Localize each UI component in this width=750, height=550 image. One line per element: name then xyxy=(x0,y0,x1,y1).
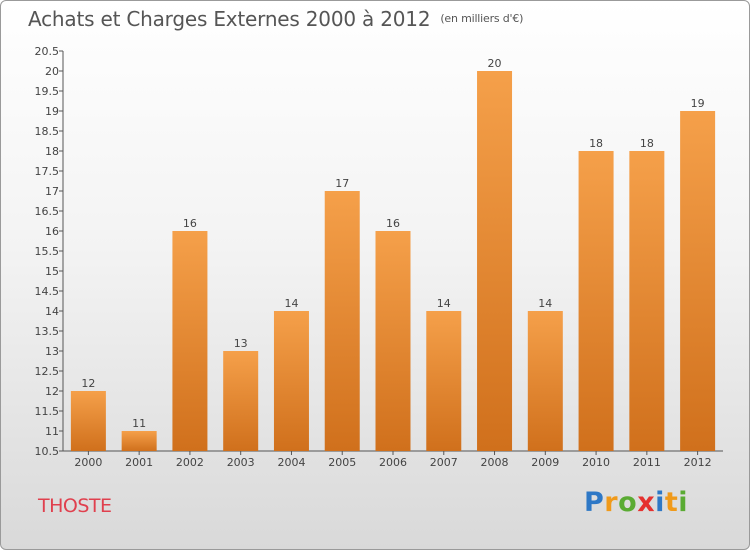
x-tick-label: 2008 xyxy=(481,456,509,469)
bar xyxy=(477,71,513,451)
bar-value-label: 16 xyxy=(386,217,400,230)
x-tick-label: 2012 xyxy=(684,456,712,469)
logo-letter: x xyxy=(637,487,656,518)
logo-letter: i xyxy=(678,487,689,518)
y-tick-label: 16 xyxy=(45,225,59,238)
x-tick-label: 2001 xyxy=(125,456,153,469)
bar xyxy=(375,231,411,451)
y-tick-label: 19.5 xyxy=(35,85,60,98)
y-tick-label: 20 xyxy=(45,65,59,78)
bar-value-label: 14 xyxy=(284,297,298,310)
y-tick-label: 13.5 xyxy=(35,325,60,338)
bar-value-label: 18 xyxy=(640,137,654,150)
y-tick-label: 17.5 xyxy=(35,165,60,178)
y-tick-label: 13 xyxy=(45,345,59,358)
y-tick-label: 12 xyxy=(45,385,59,398)
x-tick-label: 2005 xyxy=(328,456,356,469)
x-tick-label: 2003 xyxy=(227,456,255,469)
y-tick-label: 14 xyxy=(45,305,59,318)
x-tick-label: 2006 xyxy=(379,456,407,469)
y-tick-label: 18 xyxy=(45,145,59,158)
y-tick-label: 11.5 xyxy=(35,405,60,418)
bar-value-label: 11 xyxy=(132,417,146,430)
y-tick-label: 16.5 xyxy=(35,205,60,218)
bar-value-label: 18 xyxy=(589,137,603,150)
bar xyxy=(527,311,563,451)
y-tick-label: 14.5 xyxy=(35,285,60,298)
logo-letter: P xyxy=(584,487,605,518)
bar xyxy=(223,351,259,451)
bar-value-label: 16 xyxy=(183,217,197,230)
x-tick-label: 2010 xyxy=(582,456,610,469)
chart-title-text: Achats et Charges Externes 2000 à 2012 xyxy=(28,7,431,31)
bar-value-label: 14 xyxy=(538,297,552,310)
y-tick-label: 15 xyxy=(45,265,59,278)
x-tick-label: 2004 xyxy=(277,456,305,469)
bar-value-label: 20 xyxy=(488,57,502,70)
bar xyxy=(680,111,716,451)
y-tick-label: 18.5 xyxy=(35,125,60,138)
x-tick-label: 2002 xyxy=(176,456,204,469)
chart-unit: (en milliers d'€) xyxy=(440,12,524,25)
x-tick-label: 2007 xyxy=(430,456,458,469)
bar-value-label: 13 xyxy=(234,337,248,350)
x-tick-label: 2011 xyxy=(633,456,661,469)
x-tick-label: 2000 xyxy=(74,456,102,469)
bar xyxy=(70,391,106,451)
y-tick-label: 19 xyxy=(45,105,59,118)
bar-value-label: 19 xyxy=(691,97,705,110)
bar xyxy=(121,431,157,451)
bar xyxy=(426,311,462,451)
y-tick-label: 10.5 xyxy=(35,445,60,458)
proxiti-logo: Proxiti xyxy=(584,487,688,518)
logo-letter: r xyxy=(604,487,619,518)
y-tick-label: 17 xyxy=(45,185,59,198)
logo-letter: t xyxy=(664,487,679,518)
location-name: THOSTE xyxy=(38,495,112,517)
bar-value-label: 17 xyxy=(335,177,349,190)
bar xyxy=(324,191,360,451)
chart-title: Achats et Charges Externes 2000 à 2012 (e… xyxy=(28,7,523,31)
bar xyxy=(578,151,614,451)
y-tick-label: 20.5 xyxy=(35,45,60,58)
bar xyxy=(273,311,309,451)
logo-letter: o xyxy=(618,487,638,518)
y-tick-label: 11 xyxy=(45,425,59,438)
bar-value-label: 14 xyxy=(437,297,451,310)
y-tick-label: 15.5 xyxy=(35,245,60,258)
x-tick-label: 2009 xyxy=(531,456,559,469)
bar xyxy=(629,151,665,451)
y-tick-label: 12.5 xyxy=(35,365,60,378)
bar-value-label: 12 xyxy=(81,377,95,390)
bar xyxy=(172,231,208,451)
logo-letter: i xyxy=(655,487,665,518)
